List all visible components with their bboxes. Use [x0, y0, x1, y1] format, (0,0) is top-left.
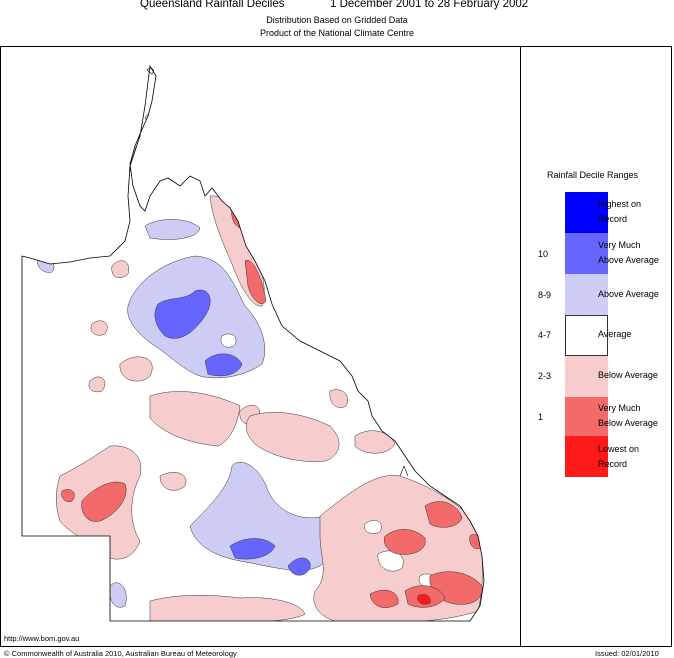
below-average-region: [111, 260, 130, 278]
legend-range-4-7: 4-7: [538, 330, 552, 340]
legend-range-1: 1: [538, 412, 544, 422]
very-much-above-average-region: [287, 557, 311, 576]
legend-swatch-average: [565, 315, 608, 356]
average-region: [220, 333, 237, 348]
below-average-region: [246, 412, 340, 462]
very-much-below-average-region: [369, 589, 399, 608]
very-much-above-average-region: [229, 538, 276, 560]
below-average-region: [149, 391, 241, 447]
legend-label-very-much-above: Very Much Above Average: [598, 240, 659, 265]
title-row: Queensland Rainfall Deciles 1 December 2…: [0, 0, 674, 14]
footer-copyright: © Commonwealth of Australia 2010, Austra…: [4, 649, 237, 658]
legend-label-above: Above Average: [598, 289, 659, 299]
legend-swatch-highest: [565, 192, 608, 233]
very-much-below-average-region: [384, 529, 426, 555]
footer-url-link[interactable]: http://www.bom.gov.au: [4, 634, 80, 643]
legend-label-lowest: Lowest on Record: [598, 444, 640, 469]
very-much-above-average-region: [154, 289, 211, 339]
legend-label-average: Average: [598, 329, 632, 339]
legend-divider: [520, 46, 521, 647]
above-average-region: [109, 582, 127, 608]
below-average-region: [354, 430, 396, 454]
legend-label-very-much-below: Very Much Below Average: [598, 403, 658, 428]
map-subtitle-product: Product of the National Climate Centre: [259, 28, 415, 38]
average-region: [364, 520, 382, 534]
legend-range-10: 10: [538, 249, 549, 259]
below-average-region: [149, 595, 306, 621]
island-outline: [146, 68, 154, 75]
legend-title: Rainfall Decile Ranges: [547, 170, 639, 180]
below-average-region: [159, 472, 187, 491]
legend-swatch-very-much-above: [565, 233, 608, 274]
very-much-below-average-region: [61, 489, 75, 502]
map-subtitle-distribution: Distribution Based on Gridded Data: [266, 15, 408, 25]
legend-swatch-above: [565, 274, 608, 315]
below-average-region: [119, 356, 153, 382]
legend-swatch-very-much-below: [565, 397, 608, 438]
above-average-region: [144, 219, 201, 240]
below-average-region: [329, 389, 348, 408]
legend-label-below: Below Average: [598, 370, 658, 380]
legend-range-2-3: 2-3: [538, 371, 552, 381]
queensland-decile-map: [21, 64, 485, 622]
very-much-below-average-region: [81, 481, 127, 522]
island-outline: [399, 465, 409, 477]
queensland-outline: [21, 64, 485, 622]
legend-swatch-lowest: [565, 436, 608, 477]
below-average-region: [88, 376, 106, 393]
map-frame: [0, 46, 672, 647]
map-title: Queensland Rainfall Deciles: [140, 0, 285, 10]
legend-swatch-below: [565, 356, 608, 397]
very-much-below-average-region: [244, 260, 267, 304]
legend-range-8-9: 8-9: [538, 290, 552, 300]
lowest-on-record-region: [417, 594, 431, 605]
decile-regions: [22, 66, 484, 621]
below-average-region: [164, 137, 186, 166]
below-average-region: [90, 320, 108, 336]
footer-issued-date: Issued: 02/01/2010: [595, 649, 659, 658]
legend-label-highest: Highest on Record: [598, 199, 642, 224]
very-much-below-average-region: [424, 501, 463, 528]
very-much-above-average-region: [204, 353, 243, 377]
map-period: 1 December 2001 to 28 February 2002: [330, 0, 529, 10]
